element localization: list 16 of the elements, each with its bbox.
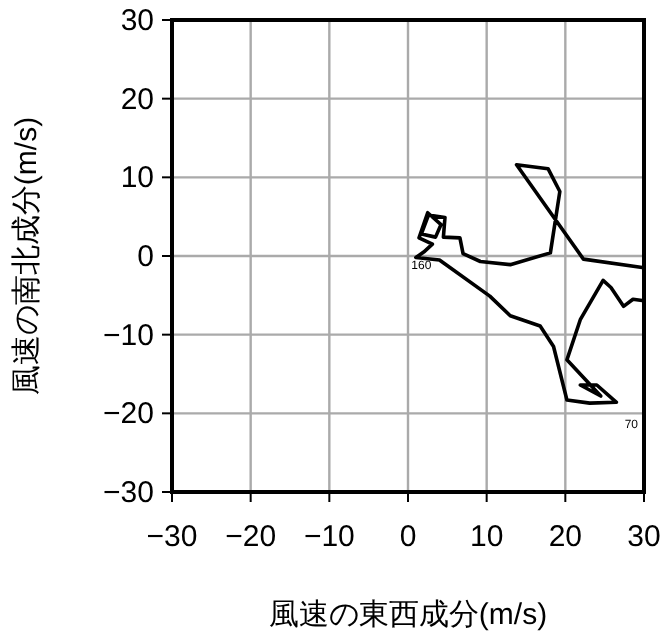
x-tick-label: 20 xyxy=(548,520,583,554)
y-tick-label: 10 xyxy=(120,161,154,196)
y-tick-label: −20 xyxy=(103,397,154,432)
y-tick-label: −30 xyxy=(103,476,154,510)
x-tick-label: −10 xyxy=(303,520,355,554)
x-tick-label: 10 xyxy=(469,520,504,554)
x-axis-title: 風速の東西成分(m/s) xyxy=(268,598,548,632)
y-tick-label: 0 xyxy=(137,240,154,274)
x-tick-label: 30 xyxy=(627,520,661,554)
x-tick-label: −20 xyxy=(225,520,277,554)
x-tick-label: −30 xyxy=(146,520,198,554)
x-tick-label: 0 xyxy=(399,520,417,554)
y-tick-label: 30 xyxy=(120,4,154,38)
y-axis-title: 風速の南北成分(m/s) xyxy=(10,116,44,396)
y-tick-label: −10 xyxy=(103,318,154,353)
y-tick-label: 20 xyxy=(120,82,154,117)
